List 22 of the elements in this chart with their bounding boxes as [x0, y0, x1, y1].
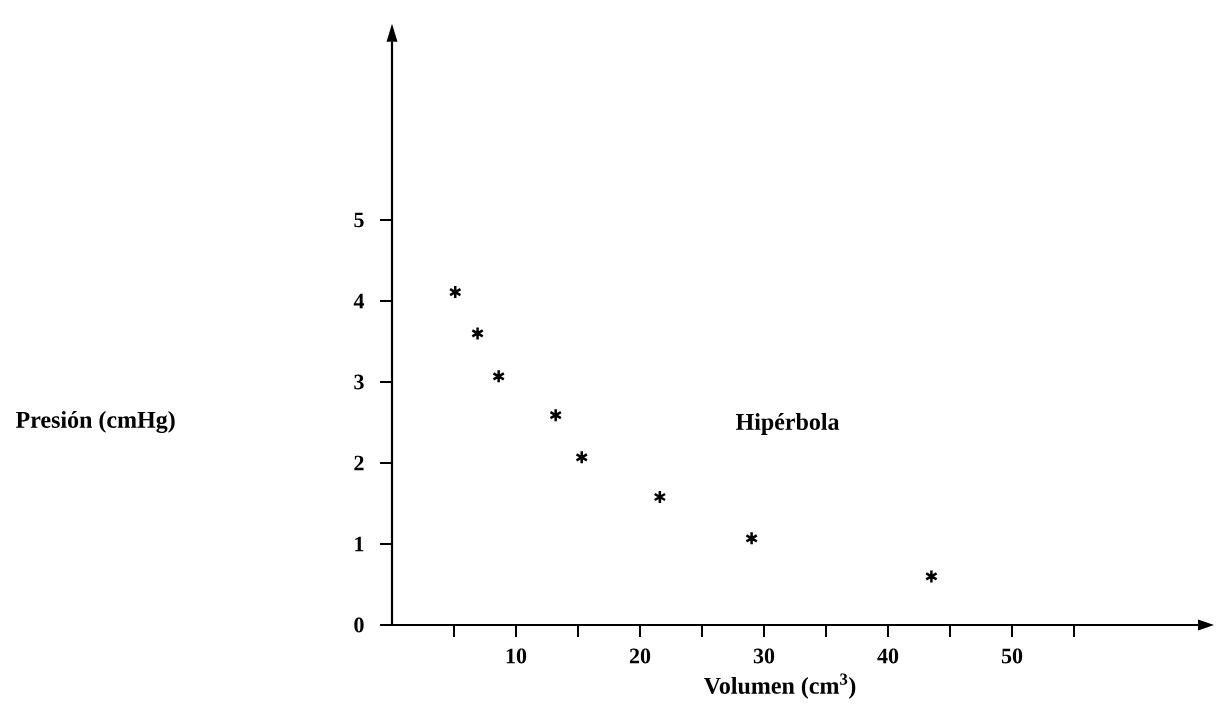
- y-tick-label: 3: [354, 374, 364, 390]
- x-tick-label: 50: [1001, 648, 1023, 664]
- annotation: Hipérbola: [735, 413, 840, 435]
- point: [653, 489, 667, 505]
- point: [448, 284, 462, 300]
- y-tick-label: 2: [354, 455, 364, 471]
- point: [924, 569, 938, 584]
- x-axis-title: Volumen (cm$^{3}$): [703, 673, 856, 699]
- point: [471, 326, 485, 341]
- x-tick-label: 30: [753, 648, 775, 664]
- point: [492, 369, 506, 384]
- y-tick-label: 1: [355, 536, 364, 552]
- x-tick-label: 40: [877, 648, 899, 664]
- y-tick-label: 4: [353, 293, 365, 309]
- y-tick-label: 0: [354, 617, 364, 633]
- point: [745, 531, 759, 546]
- x-tick-label: 20: [629, 648, 651, 664]
- x-tick-label: 10: [506, 648, 527, 664]
- point: [575, 450, 589, 465]
- point: [549, 407, 563, 423]
- y-tick-label: 5: [354, 212, 364, 228]
- text: Presión (cmHg): [15, 411, 175, 433]
